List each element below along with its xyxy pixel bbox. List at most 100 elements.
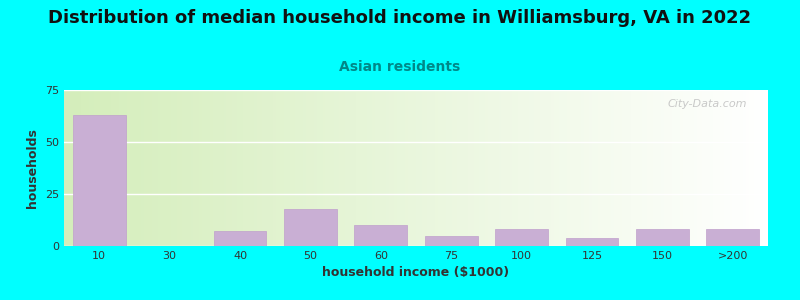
Bar xyxy=(273,90,276,246)
Bar xyxy=(638,90,642,246)
Bar xyxy=(498,90,502,246)
Bar xyxy=(342,90,345,246)
Bar xyxy=(578,90,581,246)
Bar xyxy=(570,90,573,246)
Bar xyxy=(114,90,116,246)
Bar xyxy=(179,90,182,246)
Bar xyxy=(207,90,210,246)
Bar xyxy=(559,90,562,246)
Bar xyxy=(636,90,638,246)
Bar xyxy=(625,90,628,246)
Bar xyxy=(238,90,240,246)
Bar xyxy=(531,90,534,246)
Bar xyxy=(546,90,548,246)
Bar xyxy=(510,90,512,246)
Bar xyxy=(251,90,254,246)
Bar xyxy=(194,90,196,246)
Bar xyxy=(741,90,743,246)
Bar xyxy=(603,90,606,246)
Bar xyxy=(540,90,542,246)
Bar xyxy=(477,90,479,246)
Bar xyxy=(493,90,496,246)
Bar xyxy=(485,90,487,246)
Bar xyxy=(726,90,730,246)
Bar xyxy=(221,90,223,246)
Bar xyxy=(669,90,672,246)
Bar xyxy=(267,90,270,246)
Bar xyxy=(678,90,680,246)
Bar xyxy=(562,90,565,246)
Bar xyxy=(644,90,647,246)
Bar xyxy=(328,90,330,246)
Bar xyxy=(592,90,594,246)
Bar xyxy=(521,90,523,246)
Bar xyxy=(529,90,531,246)
Bar xyxy=(556,90,559,246)
Bar xyxy=(210,90,213,246)
Bar xyxy=(518,90,521,246)
Bar xyxy=(100,90,102,246)
Bar xyxy=(554,90,556,246)
Bar xyxy=(169,90,171,246)
Bar xyxy=(454,90,458,246)
Bar xyxy=(567,90,570,246)
Bar xyxy=(130,90,133,246)
Bar xyxy=(320,90,322,246)
Bar xyxy=(435,90,438,246)
Bar xyxy=(680,90,682,246)
Bar xyxy=(135,90,138,246)
Bar xyxy=(705,90,707,246)
Bar xyxy=(303,90,306,246)
Bar xyxy=(270,90,273,246)
Bar xyxy=(91,90,94,246)
Bar xyxy=(322,90,326,246)
Bar xyxy=(611,90,614,246)
Bar xyxy=(389,90,391,246)
Bar xyxy=(438,90,441,246)
Bar xyxy=(666,90,669,246)
Bar xyxy=(391,90,394,246)
Bar xyxy=(110,90,114,246)
Bar xyxy=(504,90,506,246)
Bar xyxy=(336,90,339,246)
Bar xyxy=(496,90,498,246)
Bar xyxy=(380,90,383,246)
Bar xyxy=(355,90,358,246)
Text: City-Data.com: City-Data.com xyxy=(667,99,747,110)
Bar xyxy=(190,90,194,246)
Bar xyxy=(446,90,449,246)
Bar xyxy=(309,90,311,246)
Bar xyxy=(374,90,378,246)
Bar xyxy=(276,90,278,246)
Bar xyxy=(254,90,257,246)
Bar xyxy=(330,90,334,246)
Bar xyxy=(502,90,504,246)
Bar xyxy=(116,90,119,246)
Bar xyxy=(762,90,766,246)
Bar xyxy=(642,90,644,246)
Bar xyxy=(722,90,724,246)
Bar xyxy=(248,90,251,246)
Bar xyxy=(163,90,166,246)
Bar xyxy=(106,90,108,246)
Bar xyxy=(506,90,510,246)
Bar xyxy=(542,90,546,246)
Bar xyxy=(158,90,160,246)
Bar xyxy=(89,90,91,246)
Text: Asian residents: Asian residents xyxy=(339,60,461,74)
Bar xyxy=(688,90,691,246)
Bar xyxy=(548,90,550,246)
Bar xyxy=(370,90,372,246)
Bar xyxy=(586,90,590,246)
Bar xyxy=(512,90,515,246)
Bar xyxy=(138,90,141,246)
Bar xyxy=(127,90,130,246)
Bar xyxy=(152,90,154,246)
Bar xyxy=(290,90,292,246)
Bar xyxy=(565,90,567,246)
Bar xyxy=(339,90,342,246)
Bar xyxy=(188,90,190,246)
Bar xyxy=(394,90,397,246)
Bar xyxy=(242,90,246,246)
Bar xyxy=(458,90,460,246)
